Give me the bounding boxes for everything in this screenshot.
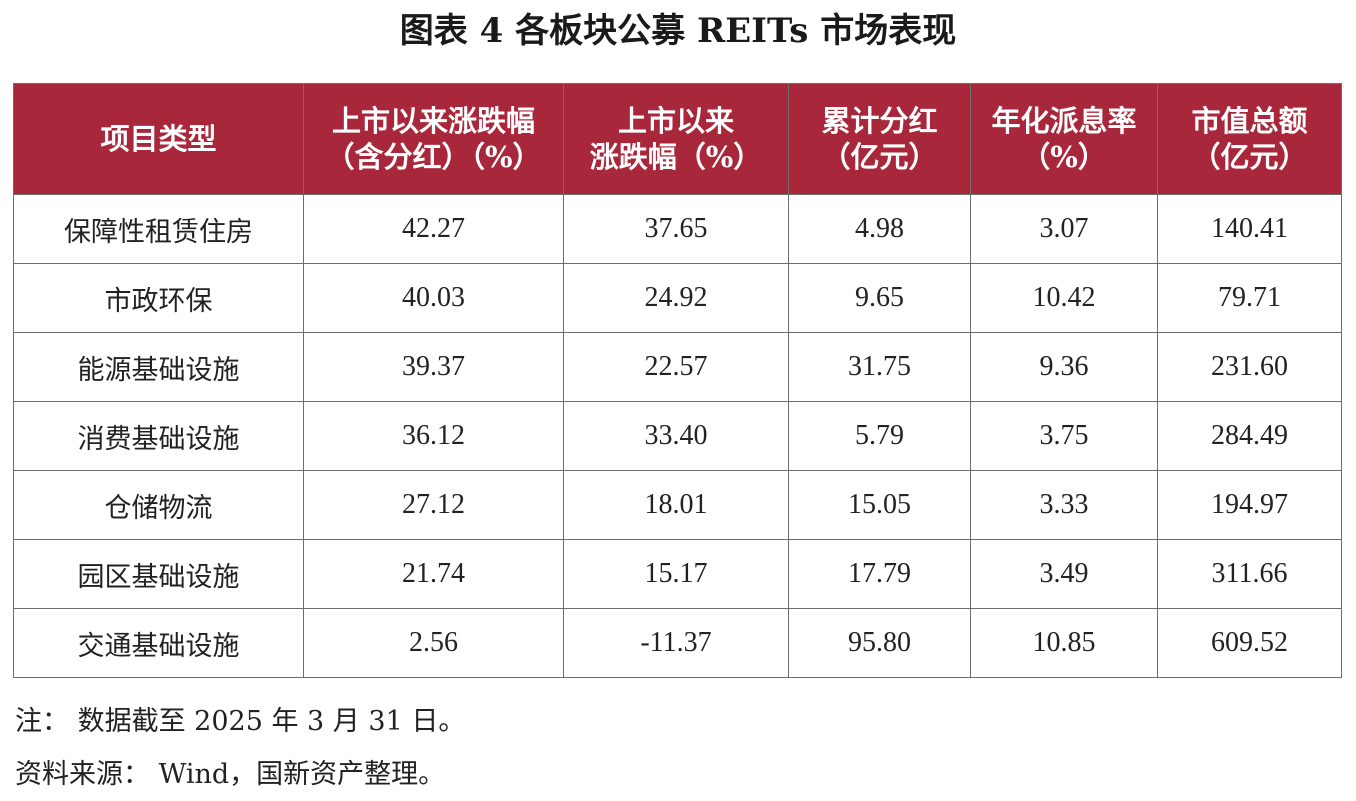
- table-header-row: 项目类型 上市以来涨跌幅 （含分红）（%） 上市以来 涨跌幅（%） 累计分红 （…: [13, 83, 1342, 195]
- cell-annualized-yield: 3.07: [970, 194, 1158, 264]
- table-row: 市政环保 40.03 24.92 9.65 10.42 79.71: [13, 263, 1342, 333]
- cell-cumulative-dividend: 31.75: [788, 332, 971, 402]
- cell-cumulative-dividend: 9.65: [788, 263, 971, 333]
- cell-market-cap: 311.66: [1157, 539, 1342, 609]
- cell-market-cap: 140.41: [1157, 194, 1342, 264]
- cell-cumulative-dividend: 95.80: [788, 608, 971, 678]
- table-row: 消费基础设施 36.12 33.40 5.79 3.75 284.49: [13, 401, 1342, 471]
- cell-change-since-listing: 22.57: [563, 332, 789, 402]
- cell-project-type: 交通基础设施: [13, 608, 304, 678]
- cell-project-type: 市政环保: [13, 263, 304, 333]
- data-date-note: 注： 数据截至 2025 年 3 月 31 日。: [15, 706, 466, 737]
- cell-change-since-listing: 18.01: [563, 470, 789, 540]
- table-title: 图表 4 各板块公募 REITs 市场表现: [399, 11, 957, 51]
- cell-change-with-dividend: 2.56: [303, 608, 564, 678]
- cell-project-type: 消费基础设施: [13, 401, 304, 471]
- cell-project-type: 园区基础设施: [13, 539, 304, 609]
- cell-change-with-dividend: 36.12: [303, 401, 564, 471]
- cell-cumulative-dividend: 15.05: [788, 470, 971, 540]
- cell-change-since-listing: 24.92: [563, 263, 789, 333]
- cell-change-with-dividend: 42.27: [303, 194, 564, 264]
- header-market-cap: 市值总额 （亿元）: [1157, 83, 1342, 195]
- cell-project-type: 仓储物流: [13, 470, 304, 540]
- cell-change-since-listing: 15.17: [563, 539, 789, 609]
- header-change-since-listing: 上市以来 涨跌幅（%）: [563, 83, 789, 195]
- cell-annualized-yield: 3.49: [970, 539, 1158, 609]
- header-cumulative-dividend: 累计分红 （亿元）: [788, 83, 971, 195]
- cell-change-with-dividend: 40.03: [303, 263, 564, 333]
- table-row: 园区基础设施 21.74 15.17 17.79 3.49 311.66: [13, 539, 1342, 609]
- cell-annualized-yield: 10.42: [970, 263, 1158, 333]
- cell-annualized-yield: 10.85: [970, 608, 1158, 678]
- cell-change-with-dividend: 39.37: [303, 332, 564, 402]
- cell-change-with-dividend: 27.12: [303, 470, 564, 540]
- cell-cumulative-dividend: 17.79: [788, 539, 971, 609]
- cell-change-since-listing: 33.40: [563, 401, 789, 471]
- cell-market-cap: 194.97: [1157, 470, 1342, 540]
- cell-cumulative-dividend: 4.98: [788, 194, 971, 264]
- cell-cumulative-dividend: 5.79: [788, 401, 971, 471]
- cell-change-since-listing: -11.37: [563, 608, 789, 678]
- table-row: 仓储物流 27.12 18.01 15.05 3.33 194.97: [13, 470, 1342, 540]
- header-project-type: 项目类型: [13, 83, 304, 195]
- cell-annualized-yield: 3.33: [970, 470, 1158, 540]
- cell-market-cap: 284.49: [1157, 401, 1342, 471]
- cell-annualized-yield: 9.36: [970, 332, 1158, 402]
- cell-annualized-yield: 3.75: [970, 401, 1158, 471]
- cell-project-type: 能源基础设施: [13, 332, 304, 402]
- cell-project-type: 保障性租赁住房: [13, 194, 304, 264]
- header-change-with-dividend: 上市以来涨跌幅 （含分红）（%）: [303, 83, 564, 195]
- cell-change-since-listing: 37.65: [563, 194, 789, 264]
- cell-market-cap: 231.60: [1157, 332, 1342, 402]
- cell-change-with-dividend: 21.74: [303, 539, 564, 609]
- table-row: 能源基础设施 39.37 22.57 31.75 9.36 231.60: [13, 332, 1342, 402]
- source-note: 资料来源： Wind，国新资产整理。: [15, 759, 446, 790]
- table-row: 交通基础设施 2.56 -11.37 95.80 10.85 609.52: [13, 608, 1342, 678]
- header-annualized-yield: 年化派息率 （%）: [970, 83, 1158, 195]
- cell-market-cap: 609.52: [1157, 608, 1342, 678]
- reits-performance-table: 项目类型 上市以来涨跌幅 （含分红）（%） 上市以来 涨跌幅（%） 累计分红 （…: [13, 83, 1342, 678]
- table-row: 保障性租赁住房 42.27 37.65 4.98 3.07 140.41: [13, 194, 1342, 264]
- cell-market-cap: 79.71: [1157, 263, 1342, 333]
